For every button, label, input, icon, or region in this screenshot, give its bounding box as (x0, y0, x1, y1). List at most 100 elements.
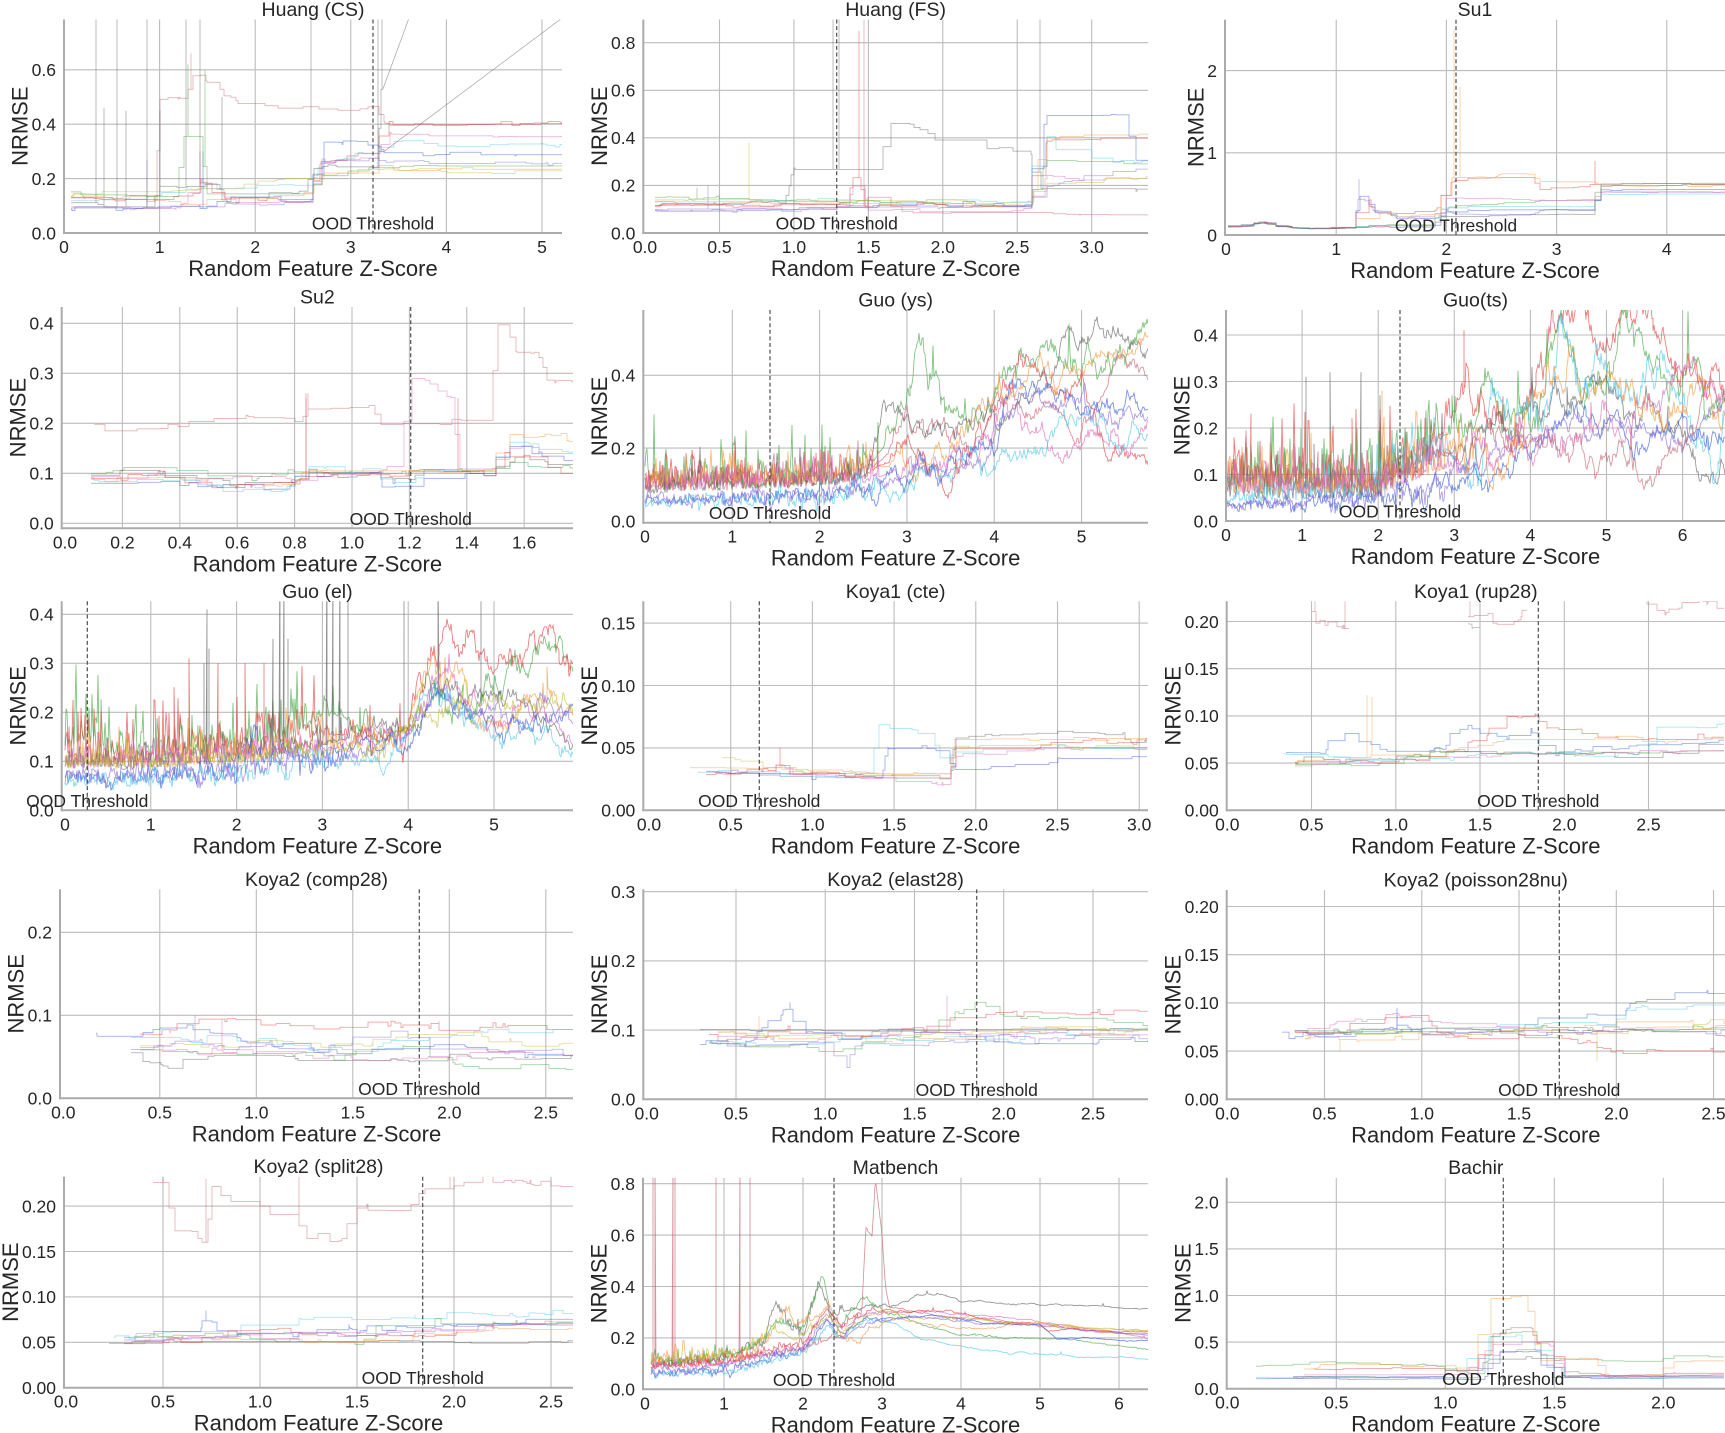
svg-text:4: 4 (1526, 525, 1536, 545)
svg-text:0.4: 0.4 (32, 115, 57, 135)
svg-text:0.15: 0.15 (1185, 659, 1219, 679)
svg-text:0.20: 0.20 (1185, 897, 1219, 917)
svg-text:Random Feature Z-Score: Random Feature Z-Score (1351, 544, 1600, 569)
svg-text:1.0: 1.0 (1194, 1286, 1219, 1306)
svg-text:0.2: 0.2 (611, 951, 635, 971)
svg-text:0.0: 0.0 (635, 1103, 660, 1123)
svg-text:0.3: 0.3 (29, 654, 53, 674)
svg-text:Random Feature Z-Score: Random Feature Z-Score (771, 833, 1020, 858)
svg-text:2: 2 (1373, 525, 1383, 545)
svg-text:2.5: 2.5 (1636, 814, 1660, 834)
svg-text:2.0: 2.0 (1552, 814, 1577, 834)
svg-text:3: 3 (318, 814, 328, 834)
svg-text:1.0: 1.0 (813, 1103, 838, 1123)
svg-text:0.4: 0.4 (29, 605, 54, 625)
svg-text:0.0: 0.0 (1194, 1379, 1219, 1399)
svg-text:Koya1 (rup28): Koya1 (rup28) (1414, 581, 1538, 603)
svg-text:2.0: 2.0 (1651, 1393, 1676, 1413)
svg-text:0.00: 0.00 (1185, 1090, 1219, 1110)
svg-text:1.0: 1.0 (1384, 814, 1409, 834)
svg-text:Random Feature Z-Score: Random Feature Z-Score (1351, 1412, 1600, 1433)
svg-text:2.5: 2.5 (1005, 237, 1029, 257)
svg-text:NRMSE: NRMSE (8, 86, 33, 165)
svg-text:0.20: 0.20 (1185, 612, 1219, 632)
svg-text:2: 2 (815, 527, 825, 547)
svg-text:Guo (ys): Guo (ys) (858, 290, 933, 312)
svg-text:Koya2 (split28): Koya2 (split28) (253, 1156, 383, 1178)
svg-text:4: 4 (956, 1393, 966, 1413)
svg-text:0.10: 0.10 (1185, 993, 1219, 1013)
svg-text:0.3: 0.3 (29, 364, 53, 384)
svg-text:0.4: 0.4 (611, 366, 636, 386)
svg-text:NRMSE: NRMSE (5, 378, 30, 457)
svg-text:1.0: 1.0 (340, 532, 365, 552)
svg-text:NRMSE: NRMSE (1161, 666, 1186, 745)
svg-text:2.5: 2.5 (1045, 814, 1069, 834)
svg-text:NRMSE: NRMSE (587, 377, 612, 456)
svg-text:NRMSE: NRMSE (587, 86, 612, 165)
svg-text:0.4: 0.4 (168, 532, 193, 552)
svg-text:Matbench: Matbench (853, 1157, 939, 1179)
svg-text:Random Feature Z-Score: Random Feature Z-Score (194, 1411, 443, 1433)
svg-text:0.3: 0.3 (611, 882, 635, 902)
svg-text:3.0: 3.0 (1080, 237, 1105, 257)
svg-text:0.05: 0.05 (1185, 1041, 1219, 1061)
svg-text:OOD Threshold: OOD Threshold (776, 214, 898, 234)
svg-text:1.0: 1.0 (244, 1102, 269, 1122)
svg-text:5: 5 (1035, 1393, 1045, 1413)
svg-text:0.0: 0.0 (611, 223, 636, 243)
svg-text:Guo (el): Guo (el) (282, 581, 352, 603)
svg-text:0.15: 0.15 (22, 1242, 56, 1262)
svg-text:5: 5 (537, 237, 547, 257)
svg-text:3: 3 (1449, 525, 1459, 545)
svg-text:Random Feature Z-Score: Random Feature Z-Score (771, 1122, 1020, 1147)
svg-text:0: 0 (60, 814, 70, 834)
svg-text:0.1: 0.1 (611, 1020, 635, 1040)
svg-text:0.15: 0.15 (1185, 945, 1219, 965)
svg-text:0.0: 0.0 (54, 1392, 79, 1412)
svg-text:1.0: 1.0 (1433, 1393, 1458, 1413)
svg-text:NRMSE: NRMSE (5, 666, 30, 745)
svg-text:0.6: 0.6 (611, 1225, 635, 1245)
svg-text:1: 1 (155, 237, 165, 257)
svg-text:0.5: 0.5 (707, 237, 731, 257)
svg-text:0.10: 0.10 (22, 1287, 56, 1307)
svg-text:Random Feature Z-Score: Random Feature Z-Score (192, 1121, 441, 1146)
svg-text:0.5: 0.5 (151, 1392, 175, 1412)
svg-text:Huang (CS): Huang (CS) (262, 0, 365, 21)
svg-text:0.1: 0.1 (29, 752, 53, 772)
svg-text:Su2: Su2 (300, 287, 335, 309)
svg-text:1.0: 1.0 (782, 237, 807, 257)
svg-text:2: 2 (250, 237, 260, 257)
svg-text:1: 1 (1297, 525, 1307, 545)
svg-text:1.5: 1.5 (1507, 1103, 1531, 1123)
svg-text:0.5: 0.5 (724, 1103, 748, 1123)
svg-text:0.4: 0.4 (29, 314, 54, 334)
svg-text:0: 0 (640, 1393, 650, 1413)
svg-text:Random Feature Z-Score: Random Feature Z-Score (1351, 1122, 1600, 1147)
svg-text:NRMSE: NRMSE (1183, 88, 1208, 167)
svg-text:0.15: 0.15 (601, 613, 635, 633)
svg-text:Random Feature Z-Score: Random Feature Z-Score (193, 833, 442, 858)
svg-text:3: 3 (902, 527, 912, 547)
svg-text:1.0: 1.0 (1410, 1103, 1435, 1123)
svg-text:0.0: 0.0 (611, 511, 636, 531)
svg-text:0.4: 0.4 (611, 128, 636, 148)
svg-text:0.6: 0.6 (611, 81, 635, 101)
svg-text:OOD Threshold: OOD Threshold (1498, 1080, 1620, 1100)
svg-text:0: 0 (1221, 525, 1231, 545)
svg-text:0.00: 0.00 (22, 1378, 56, 1398)
svg-text:OOD Threshold: OOD Threshold (358, 1079, 480, 1099)
svg-text:0.2: 0.2 (611, 176, 635, 196)
svg-text:1.5: 1.5 (882, 814, 906, 834)
svg-text:0: 0 (1221, 239, 1231, 259)
svg-text:0: 0 (640, 527, 650, 547)
svg-text:0.0: 0.0 (1215, 814, 1240, 834)
svg-text:2.0: 2.0 (442, 1392, 467, 1412)
svg-text:OOD Threshold: OOD Threshold (312, 214, 434, 234)
svg-text:0.0: 0.0 (32, 223, 57, 243)
svg-text:6: 6 (1114, 1393, 1124, 1413)
svg-text:0.2: 0.2 (110, 532, 134, 552)
svg-text:0.05: 0.05 (1185, 753, 1219, 773)
svg-text:0.4: 0.4 (611, 1277, 636, 1297)
